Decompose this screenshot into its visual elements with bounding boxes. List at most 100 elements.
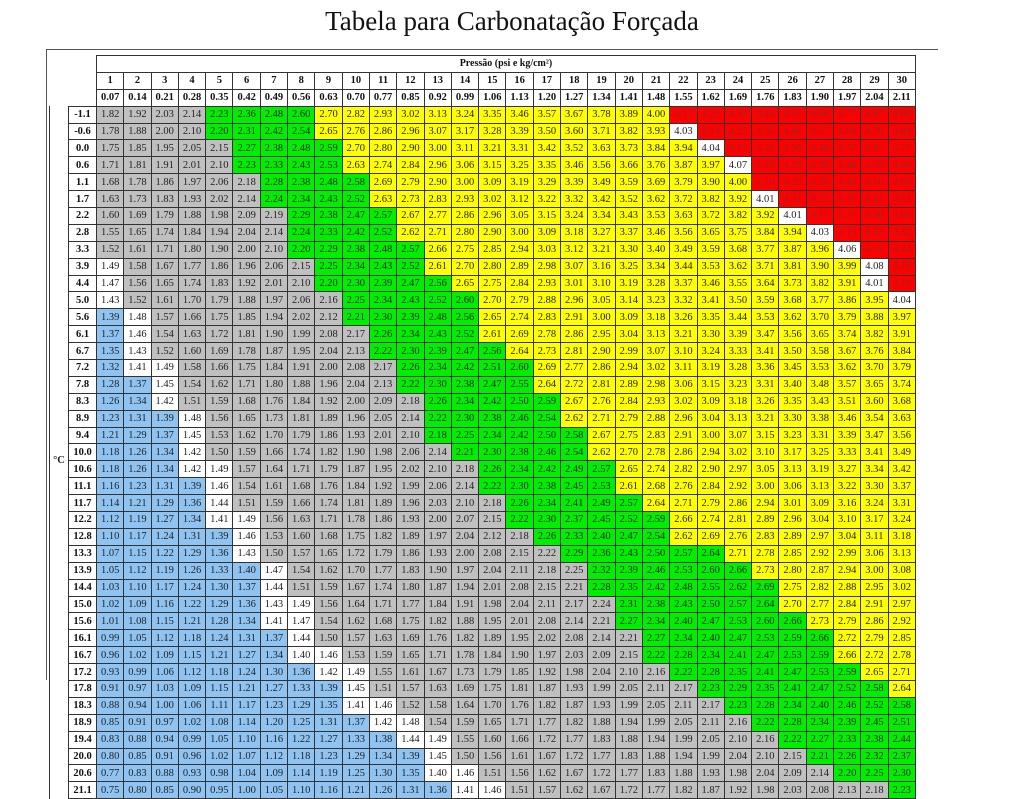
co2-volume-cell: 1.96 — [341, 409, 370, 428]
co2-volume-cell: 2.46 — [505, 409, 534, 428]
co2-volume-cell: 2.93 — [641, 392, 671, 411]
co2-volume-cell: 2.24 — [287, 223, 316, 242]
co2-volume-cell: 0.93 — [95, 663, 125, 681]
co2-volume-cell: 3.56 — [887, 426, 916, 445]
co2-volume-cell: 2.79 — [833, 612, 862, 631]
co2-volume-cell: 4.57 — [833, 139, 862, 158]
co2-volume-cell: 1.21 — [205, 646, 234, 665]
co2-volume-cell: 1.84 — [423, 595, 452, 614]
co2-volume-cell: 1.31 — [123, 409, 152, 428]
co2-volume-cell: 2.65 — [614, 460, 643, 479]
co2-volume-cell: 1.83 — [205, 274, 234, 293]
co2-volume-cell: 2.38 — [505, 443, 534, 462]
co2-volume-cell: 1.41 — [450, 781, 480, 799]
co2-volume-cell: 2.00 — [150, 122, 179, 141]
co2-volume-cell: 1.77 — [560, 730, 589, 749]
co2-volume-cell: 1.05 — [123, 629, 152, 648]
co2-volume-cell: 2.74 — [641, 460, 671, 479]
co2-volume-cell: 4.57 — [805, 122, 835, 141]
co2-volume-cell: 1.21 — [177, 612, 207, 631]
co2-volume-cell: 3.99 — [833, 257, 862, 276]
co2-volume-cell: 4.46 — [778, 122, 807, 141]
co2-volume-cell: 2.78 — [751, 544, 780, 563]
co2-volume-cell: 4.33 — [723, 105, 753, 124]
co2-volume-cell: 2.48 — [287, 139, 316, 158]
co2-volume-cell: 3.27 — [587, 223, 616, 242]
co2-volume-cell: 2.05 — [177, 139, 207, 158]
table-row: 2.8 1.55 1.65 1.74 1.84 1.94 2.04 2.14 2.24 2.33 2… — [50, 223, 916, 242]
co2-volume-cell: 2.62 — [723, 578, 753, 597]
co2-volume-cell: 2.33 — [560, 527, 589, 546]
co2-volume-cell: 4.32 — [887, 223, 916, 242]
co2-volume-cell: 2.14 — [450, 477, 480, 496]
table-row: 20.6 0.77 0.83 0.88 0.93 0.98 1.04 1.09 1.14 1.19… — [50, 764, 916, 783]
co2-volume-cell: 1.84 — [287, 392, 316, 411]
table-row: 0.6 1.71 1.81 1.91 2.01 2.10 2.23 2.33 2.43 2.53 2… — [50, 156, 916, 175]
co2-volume-cell: 2.79 — [860, 629, 889, 648]
psi-header-cell: 10 — [341, 71, 370, 90]
co2-volume-cell: 2.22 — [368, 342, 398, 361]
co2-volume-cell: 2.85 — [778, 544, 807, 563]
temperature-label: 8.9 — [68, 409, 97, 428]
co2-volume-cell: 2.73 — [396, 190, 425, 209]
co2-volume-cell: 1.77 — [614, 764, 643, 783]
co2-volume-cell: 3.00 — [587, 308, 616, 327]
kg-header-cell: 0.56 — [287, 88, 316, 107]
co2-volume-cell: 4.77 — [833, 105, 862, 124]
co2-volume-cell: 2.94 — [833, 561, 862, 580]
co2-volume-cell: 2.52 — [614, 511, 643, 529]
co2-volume-cell: 2.26 — [505, 494, 534, 513]
co2-volume-cell: 2.47 — [696, 612, 725, 631]
co2-volume-cell: 3.77 — [805, 291, 835, 310]
co2-volume-cell: 3.14 — [614, 291, 643, 310]
co2-volume-cell: 2.18 — [450, 460, 480, 479]
co2-volume-cell: 1.59 — [259, 494, 289, 513]
co2-volume-cell: 2.77 — [805, 595, 835, 614]
co2-volume-cell: 2.86 — [368, 122, 398, 141]
co2-volume-cell: 1.23 — [123, 477, 152, 496]
co2-volume-cell: 3.68 — [723, 240, 753, 259]
psi-header-cell: 11 — [368, 71, 398, 90]
co2-volume-cell: 3.44 — [669, 257, 698, 276]
co2-volume-cell: 1.77 — [368, 561, 398, 580]
co2-volume-cell: 2.83 — [532, 308, 562, 327]
co2-volume-cell: 0.93 — [177, 764, 207, 783]
co2-volume-cell: 1.44 — [205, 494, 234, 513]
co2-volume-cell: 2.34 — [423, 359, 452, 377]
co2-volume-cell: 3.43 — [805, 392, 835, 411]
co2-volume-cell: 2.07 — [450, 511, 480, 529]
spacer — [68, 72, 97, 90]
co2-volume-cell: 1.88 — [123, 122, 152, 141]
co2-volume-cell: 1.54 — [232, 477, 261, 496]
co2-volume-cell: 2.03 — [778, 781, 807, 799]
co2-volume-cell: 4.38 — [805, 156, 835, 175]
psi-header-cell: 29 — [860, 71, 889, 90]
co2-volume-cell: 3.00 — [423, 139, 452, 158]
co2-volume-cell: 3.24 — [887, 511, 916, 529]
co2-volume-cell: 3.46 — [641, 223, 671, 242]
co2-volume-cell: 1.17 — [150, 578, 179, 597]
co2-volume-cell: 2.98 — [532, 257, 562, 276]
co2-volume-cell: 1.37 — [95, 325, 125, 344]
co2-volume-cell: 2.70 — [778, 595, 807, 614]
co2-volume-cell: 2.44 — [887, 730, 916, 749]
co2-volume-cell: 2.88 — [532, 291, 562, 310]
table-row: 6.1 1.37 1.46 1.54 1.63 1.72 1.81 1.90 1.99 2.08 2… — [50, 325, 916, 344]
kg-header-cell: 1.76 — [751, 88, 780, 107]
co2-volume-cell: 3.41 — [751, 342, 780, 361]
co2-volume-cell: 3.64 — [751, 274, 780, 293]
co2-volume-cell: 4.07 — [723, 156, 753, 175]
co2-volume-cell: 4.22 — [860, 223, 889, 242]
co2-volume-cell: 3.33 — [833, 443, 862, 462]
co2-volume-cell: 2.87 — [805, 561, 835, 580]
co2-volume-cell: 1.59 — [450, 713, 480, 732]
co2-volume-cell: 3.82 — [614, 122, 643, 141]
co2-volume-cell: 2.83 — [423, 190, 452, 209]
kg-header-cell: 0.14 — [123, 88, 152, 107]
co2-volume-cell: 1.12 — [123, 561, 152, 580]
table-row: 3.3 1.52 1.61 1.71 1.80 1.90 2.00 2.10 2.20 2.29 2… — [50, 240, 916, 259]
psi-header-cell: 12 — [396, 71, 425, 90]
co2-volume-cell: 3.25 — [805, 443, 835, 462]
co2-volume-cell: 1.24 — [177, 578, 207, 597]
co2-volume-cell: 2.16 — [641, 663, 671, 681]
